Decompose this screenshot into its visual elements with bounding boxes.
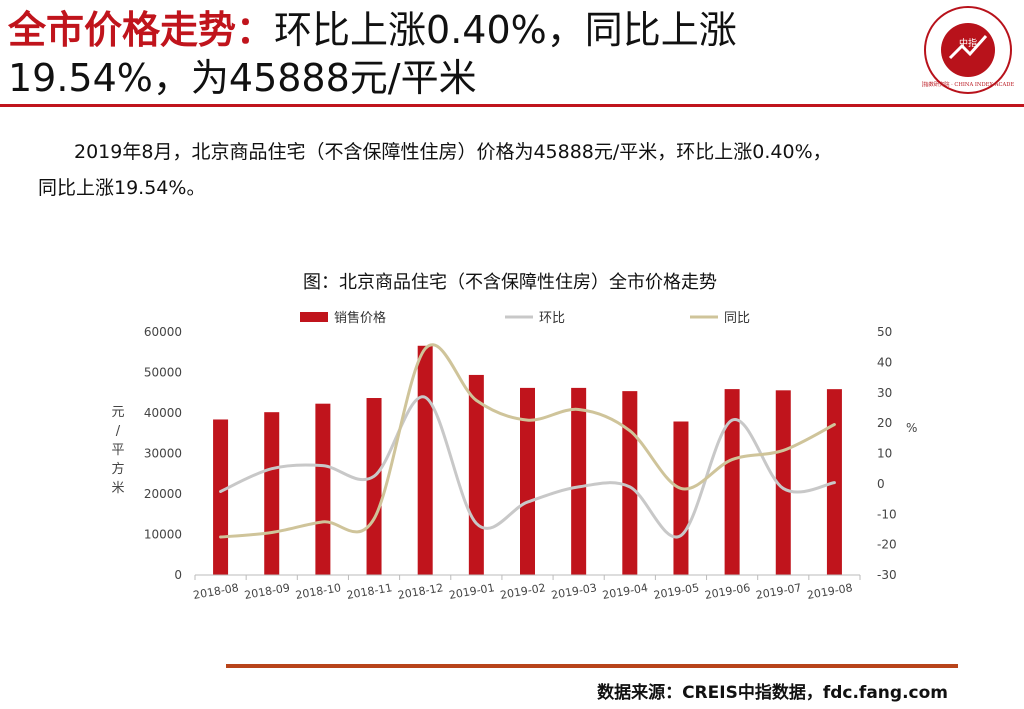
line-series xyxy=(219,343,836,539)
bar-2018-09 xyxy=(264,412,280,575)
x-tick-label: 2019-04 xyxy=(601,581,649,602)
x-tick-label: 2019-03 xyxy=(550,581,598,602)
y-left-tick-label: 50000 xyxy=(144,366,182,380)
y-right-tick-label: 10 xyxy=(877,447,892,461)
y-axis-left: 0 10000 20000 30000 40000 50000 60000 元 / 平方米 xyxy=(111,325,182,582)
y-right-axis-label: % xyxy=(906,421,917,435)
y-left-axis-label: 平 xyxy=(111,443,124,458)
logo-ring-text: 中国指数研究院 · CHINA INDEX ACADEMY xyxy=(922,80,1014,88)
y-left-tick-label: 30000 xyxy=(144,447,182,461)
y-right-tick-label: 50 xyxy=(877,325,892,339)
summary-line-2: 同比上涨19.54%。 xyxy=(38,177,206,199)
y-left-axis-label: / xyxy=(116,424,121,439)
title-keyword: 全市价格走势： xyxy=(8,8,275,52)
chart-title: 图：北京商品住宅（不含保障性住房）全市价格走势 xyxy=(303,272,717,293)
y-axis-right: -30 -20 -10 0 10 20 30 40 50% xyxy=(877,325,917,582)
x-tick-label: 2018-08 xyxy=(192,581,240,602)
summary-paragraph: 2019年8月，北京商品住宅（不含保障性住房）价格为45888元/平米，环比上涨… xyxy=(38,134,998,206)
footer-divider xyxy=(226,664,958,668)
y-right-tick-label: -20 xyxy=(877,538,897,552)
logo-center-text: 中指 xyxy=(959,37,977,49)
chart-legend: 销售价格 环比 同比 xyxy=(300,310,750,326)
bars-price xyxy=(213,345,842,575)
x-tick-label: 2018-12 xyxy=(397,581,445,602)
summary-line-1: 2019年8月，北京商品住宅（不含保障性住房）价格为45888元/平米，环比上涨… xyxy=(74,141,832,163)
bar-2019-07 xyxy=(775,390,791,575)
line-series-mom xyxy=(219,395,836,539)
title-line1: 环比上涨0.40%，同比上涨 xyxy=(274,8,737,52)
x-tick-label: 2018-11 xyxy=(346,581,394,602)
y-left-axis-label: 米 xyxy=(111,481,124,496)
x-tick-label: 2019-06 xyxy=(704,581,752,602)
x-tick-label: 2019-05 xyxy=(653,581,701,602)
y-left-tick-label: 40000 xyxy=(144,406,182,420)
y-left-tick-label: 10000 xyxy=(144,528,182,542)
y-right-tick-label: -10 xyxy=(877,507,897,521)
page-title: 全市价格走势：环比上涨0.40%，同比上涨 19.54%，为45888元/平米 xyxy=(8,6,908,102)
y-left-tick-label: 60000 xyxy=(144,325,182,339)
legend-label: 销售价格 xyxy=(334,310,386,326)
y-left-tick-label: 20000 xyxy=(144,487,182,501)
china-index-academy-logo: 中指 中国指数研究院 · CHINA INDEX ACADEMY xyxy=(922,6,1014,94)
bar-2019-06 xyxy=(724,389,740,575)
bar-2019-05 xyxy=(673,421,689,575)
bar-2018-10 xyxy=(315,403,331,575)
x-tick-label: 2019-01 xyxy=(448,581,496,602)
x-tick-label: 2019-08 xyxy=(806,581,854,602)
x-axis: 2018-08 2018-09 2018-10 2018-11 2018-12 2019-… xyxy=(192,574,861,602)
bar-2019-04 xyxy=(622,391,638,575)
y-right-tick-label: -30 xyxy=(877,568,897,582)
source-note: 数据来源：CREIS中指数据，fdc.fang.com xyxy=(597,683,948,703)
bar-2018-08 xyxy=(213,419,229,575)
title-line2: 19.54%，为45888元/平米 xyxy=(8,56,477,100)
y-right-tick-label: 0 xyxy=(877,477,885,491)
x-tick-label: 2018-10 xyxy=(295,581,343,602)
legend-label: 环比 xyxy=(539,311,565,326)
bar-2018-12 xyxy=(417,345,433,575)
y-right-tick-label: 40 xyxy=(877,355,892,369)
y-left-axis-label: 元 xyxy=(111,405,124,420)
x-tick-label: 2019-02 xyxy=(499,581,547,602)
y-right-tick-label: 30 xyxy=(877,386,892,400)
price-trend-chart: 图：北京商品住宅（不含保障性住房）全市价格走势 销售价格 环比 同比 0 10000 2… xyxy=(111,272,917,602)
line-series-yoy xyxy=(219,343,836,539)
bar-2019-03 xyxy=(571,387,587,575)
title-divider xyxy=(0,104,1024,107)
y-right-tick-label: 20 xyxy=(877,416,892,430)
legend-label: 同比 xyxy=(724,311,750,326)
x-tick-label: 2019-07 xyxy=(755,581,803,602)
bar-2019-02 xyxy=(520,387,535,575)
bar-2018-11 xyxy=(366,398,382,575)
legend-swatch-bar xyxy=(300,312,328,322)
y-left-tick-label: 0 xyxy=(174,568,182,582)
y-left-axis-label: 方 xyxy=(111,461,124,477)
x-tick-label: 2018-09 xyxy=(243,581,291,602)
